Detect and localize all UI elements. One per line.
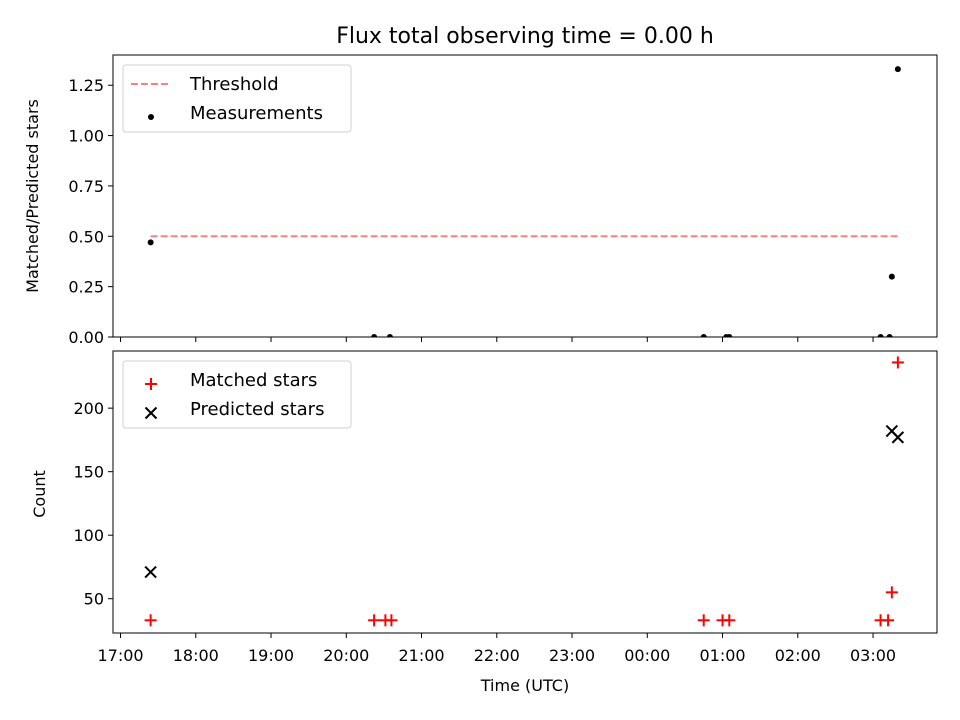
series-measurements-point xyxy=(726,334,733,337)
y-tick-label: 0.25 xyxy=(68,278,104,297)
series-matched-stars-point xyxy=(368,614,381,627)
x-tick-label: 19:00 xyxy=(248,646,294,665)
series-predicted-stars-point-b xyxy=(891,431,905,444)
y-tick-label: 1.00 xyxy=(68,127,104,146)
y-tick-label: 50 xyxy=(84,590,104,609)
legend-measurements-label: Measurements xyxy=(190,103,323,124)
x-tick-label: 17:00 xyxy=(97,646,143,665)
series-measurements-point xyxy=(877,334,884,337)
legend-measurements-swatch xyxy=(148,114,154,120)
bottom-y-axis-label: Count xyxy=(30,470,49,518)
series-matched-stars-point xyxy=(144,614,157,627)
legend-predicted-stars-swatch-b xyxy=(144,406,158,420)
series-matched-stars-point xyxy=(723,614,736,627)
y-tick-label: 0.75 xyxy=(68,177,104,196)
y-tick-label: 0.00 xyxy=(68,328,104,347)
legend-predicted-stars-swatch xyxy=(144,406,158,420)
x-axis-label: Time (UTC) xyxy=(480,676,569,695)
series-measurements-point xyxy=(888,273,895,280)
y-tick-label: 100 xyxy=(73,526,104,545)
x-tick-label: 21:00 xyxy=(398,646,444,665)
x-tick-label: 01:00 xyxy=(699,646,745,665)
x-tick-label: 00:00 xyxy=(624,646,670,665)
chart-title: Flux total observing time = 0.00 h xyxy=(336,24,714,49)
series-matched-stars-point xyxy=(882,614,895,627)
series-matched-stars-point xyxy=(385,614,398,627)
legend-frame xyxy=(122,360,352,429)
x-tick-label: 22:00 xyxy=(474,646,520,665)
y-tick-label: 0.50 xyxy=(68,227,104,246)
x-tick-label: 23:00 xyxy=(549,646,595,665)
series-matched-stars-point xyxy=(885,586,898,599)
series-measurements-point xyxy=(700,334,707,337)
legend: Threshold Measurements xyxy=(122,64,352,133)
x-tick-label: 18:00 xyxy=(173,646,219,665)
x-tick-label: 03:00 xyxy=(850,646,896,665)
top-y-axis-label: Matched/Predicted stars xyxy=(23,99,42,293)
legend-predicted-stars-label: Predicted stars xyxy=(190,399,324,420)
legend: Matched stars Predicted stars xyxy=(122,360,352,429)
series-measurements-point xyxy=(147,239,154,246)
legend-matched-stars-label: Matched stars xyxy=(190,370,317,391)
x-tick-label: 02:00 xyxy=(775,646,821,665)
legend-matched-stars-swatch xyxy=(145,378,157,390)
x-tick-label: 20:00 xyxy=(323,646,369,665)
series-predicted-stars-point xyxy=(144,565,157,579)
series-predicted-stars-point-b xyxy=(885,424,899,438)
legend-threshold-label: Threshold xyxy=(189,74,279,95)
series-measurements-point xyxy=(371,334,378,337)
plot-area xyxy=(147,66,901,337)
top-panel: 0.00 0.25 0.50 0.75 1.00 1.25 Threshold Measure… xyxy=(68,54,938,347)
series-predicted-stars-point xyxy=(891,431,905,444)
series-measurements-point xyxy=(886,334,893,337)
series-measurements-point xyxy=(894,66,901,73)
axes-frame xyxy=(112,54,938,338)
y-tick-label: 200 xyxy=(73,399,104,418)
plot-area xyxy=(144,356,905,627)
series-matched-stars-point xyxy=(891,356,904,369)
series-matched-stars-point xyxy=(697,614,710,627)
series-measurements-point xyxy=(386,334,393,337)
legend-frame xyxy=(122,64,352,133)
series-predicted-stars-point-b xyxy=(144,565,157,579)
y-tick-label: 1.25 xyxy=(68,76,104,95)
bottom-panel: 50 100 150 200 17:00 18:00 19:00 20:00 21:00 22:0… xyxy=(73,350,938,665)
axes-frame xyxy=(112,350,938,634)
y-tick-label: 150 xyxy=(73,463,104,482)
